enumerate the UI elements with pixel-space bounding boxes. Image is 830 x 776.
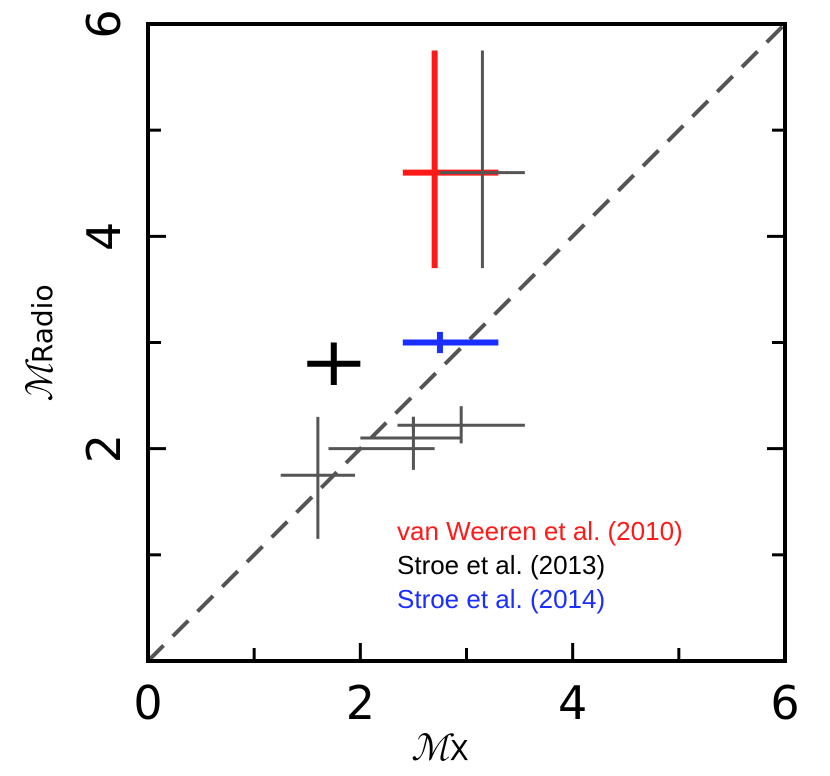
- x-tick-label: 0: [133, 676, 162, 730]
- axis-layer: 0 2 4 6 2 4 6: [77, 9, 800, 730]
- data-point-2-0: [307, 342, 361, 385]
- y-tick-label: 4: [77, 222, 131, 251]
- y-tick-label: 2: [77, 434, 131, 463]
- x-axis-label-main: ℳ: [411, 728, 454, 769]
- x-axis-label: ℳX: [411, 728, 469, 769]
- legend: van Weeren et al. (2010) Stroe et al. (2…: [397, 516, 683, 614]
- legend-entry-van-weeren-2010: van Weeren et al. (2010): [397, 516, 683, 546]
- plot-frame: [146, 22, 787, 663]
- data-point-1-4: [360, 406, 463, 444]
- data-point-1-1: [280, 416, 356, 539]
- x-axis-label-sub: X: [450, 734, 469, 767]
- data-point-0-0: [402, 50, 499, 269]
- y-axis-label: ℳRadio: [20, 284, 61, 401]
- y-axis-label-sub: Radio: [26, 284, 59, 363]
- data-point-1-0: [439, 50, 525, 269]
- x-tick-label: 6: [770, 676, 799, 730]
- data-point-3-0: [402, 331, 499, 354]
- legend-entry-stroe-2013: Stroe et al. (2013): [397, 550, 605, 580]
- x-tick-label: 4: [558, 676, 587, 730]
- one-to-one-reference-line: [146, 22, 787, 663]
- legend-entry-stroe-2014: Stroe et al. (2014): [397, 584, 605, 614]
- y-axis-label-main: ℳ: [20, 359, 61, 402]
- data-layer: [146, 22, 787, 663]
- y-tick-label: 6: [77, 9, 131, 38]
- x-tick-label: 2: [346, 676, 375, 730]
